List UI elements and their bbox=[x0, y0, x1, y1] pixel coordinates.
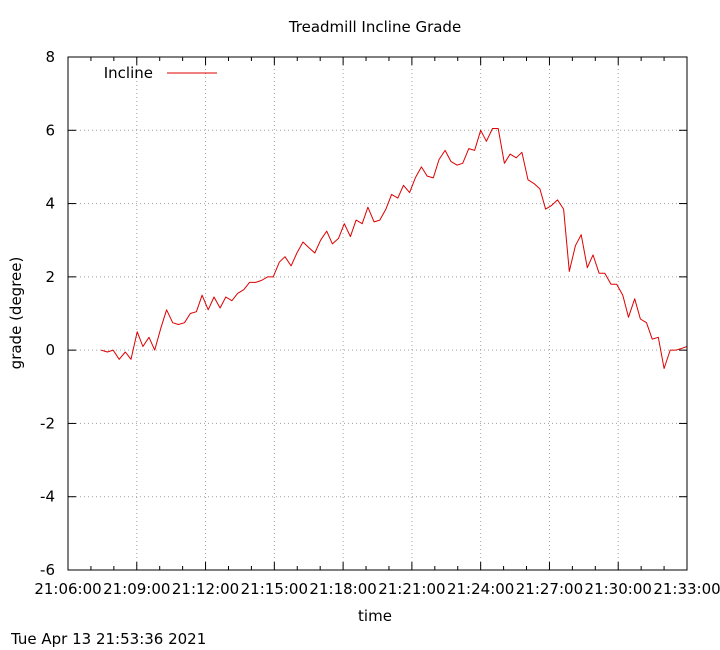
x-tick-label: 21:12:00 bbox=[172, 580, 239, 598]
y-tick-label: 6 bbox=[45, 121, 55, 139]
x-tick-label: 21:27:00 bbox=[516, 580, 583, 598]
chart-title: Treadmill Incline Grade bbox=[288, 18, 461, 36]
legend: Incline bbox=[104, 64, 217, 82]
x-tick-label: 21:09:00 bbox=[103, 580, 170, 598]
y-tick-label: 4 bbox=[45, 195, 55, 213]
y-tick-label: -4 bbox=[40, 488, 55, 506]
y-axis-label: grade (degree) bbox=[7, 257, 25, 370]
legend-label-incline: Incline bbox=[104, 64, 153, 82]
y-tick-label: 0 bbox=[45, 341, 55, 359]
x-tick-label: 21:24:00 bbox=[447, 580, 514, 598]
x-tick-labels: 21:06:00 21:09:00 21:12:00 21:15:00 21:18:00… bbox=[34, 580, 720, 598]
series-line-incline bbox=[101, 128, 688, 369]
y-tick-label: 2 bbox=[45, 268, 55, 286]
axis-ticks bbox=[67, 56, 688, 571]
x-tick-label: 21:30:00 bbox=[585, 580, 652, 598]
y-tick-label: 8 bbox=[45, 48, 55, 66]
x-tick-label: 21:18:00 bbox=[309, 580, 376, 598]
y-tick-label: -2 bbox=[40, 414, 55, 432]
y-tick-label: -6 bbox=[40, 561, 55, 579]
plot-frame bbox=[67, 56, 688, 571]
x-axis-label: time bbox=[358, 607, 392, 625]
x-tick-label: 21:15:00 bbox=[241, 580, 308, 598]
x-tick-label: 21:06:00 bbox=[34, 580, 101, 598]
y-tick-labels: -6 -4 -2 0 2 4 6 8 bbox=[40, 48, 55, 579]
x-tick-label: 21:21:00 bbox=[378, 580, 445, 598]
grid-lines bbox=[68, 57, 687, 570]
timestamp-footer: Tue Apr 13 21:53:36 2021 bbox=[10, 630, 206, 648]
series-group bbox=[101, 128, 688, 369]
x-tick-label: 21:33:00 bbox=[653, 580, 720, 598]
